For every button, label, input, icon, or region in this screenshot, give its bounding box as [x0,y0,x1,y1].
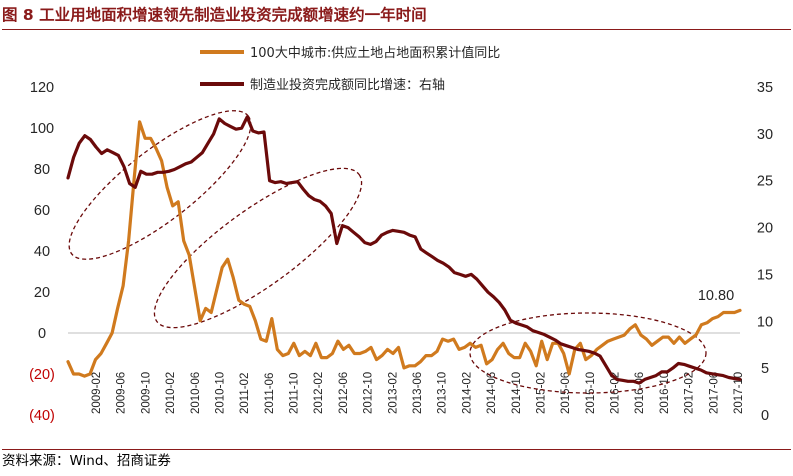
x-tick-label: 2010-06 [190,372,202,414]
right-axis: 35 30 25 20 15 10 5 0 [757,80,773,424]
x-tick-label: 2014-10 [511,372,523,414]
x-tick-label: 2011-06 [264,373,276,414]
x-tick-label: 2017-02 [684,372,696,414]
left-tick-label: 60 [34,203,50,219]
x-tick-label: 2016-10 [659,372,671,414]
x-tick-label: 2009-02 [91,372,103,414]
series-lines [66,115,742,385]
page-title: 图 8 工业用地面积增速领先制造业投资完成额增速约一年时间 [2,3,791,30]
x-tick-label: 2013-06 [412,372,424,414]
x-tick-label: 2009-10 [140,372,152,414]
series-line-land-area [66,120,742,378]
right-tick-label: 5 [761,361,769,377]
right-tick-label: 35 [757,80,773,96]
x-tick-label: 2015-02 [535,372,547,414]
x-tick-label: 2009-06 [116,372,128,414]
annotation-ellipse [153,167,363,329]
x-tick-label: 2011-02 [239,373,251,414]
x-tick-label: 2012-02 [313,372,325,414]
series-line-manufacturing-investment [66,115,742,385]
x-tick-label: 2010-02 [165,372,177,414]
source-note: 资料来源：Wind、招商证券 [2,449,791,474]
left-tick-label: 120 [30,80,54,96]
left-tick-label: 0 [38,326,46,342]
x-tick-label: 2012-06 [338,372,350,414]
x-tick-label: 2012-10 [363,372,375,414]
right-tick-label: 30 [757,127,773,143]
left-tick-label: (20) [29,367,55,383]
x-tick-label: 2014-06 [486,372,498,414]
left-tick-label: 80 [34,162,50,178]
left-tick-label: (40) [29,408,55,424]
x-tick-label: 2014-02 [461,372,473,414]
x-tick-label: 2015-06 [560,372,572,414]
x-tick-label: 2017-06 [708,372,720,414]
right-tick-label: 25 [757,174,773,190]
x-tick-label: 2010-10 [214,372,226,414]
annotations: 10.80 [698,288,734,304]
right-tick-label: 20 [757,221,773,237]
left-tick-label: 40 [34,244,50,260]
x-tick-label: 2016-02 [610,372,622,414]
annotation-ellipse [68,110,252,260]
right-tick-label: 10 [757,314,773,330]
right-tick-label: 0 [761,408,769,424]
x-tick-label: 2011-10 [289,373,301,414]
legend-label: 100大中城市:供应土地占地面积累计值同比 [250,45,500,61]
data-label: 10.80 [698,288,734,304]
left-tick-label: 20 [34,285,50,301]
x-tick-label: 2017-10 [733,372,745,414]
annotation-ellipse [469,312,707,394]
x-axis: 2009-02 2009-06 2009-10 2010-02 2010-06 2010-… [91,372,745,414]
left-axis: 120 100 80 60 40 20 0 (20) (40) [29,80,55,424]
legend-label: 制造业投资完成额同比增速：右轴 [250,77,445,93]
left-tick-label: 100 [30,121,54,137]
x-tick-label: 2013-10 [437,372,449,414]
x-tick-label: 2013-02 [387,372,399,414]
right-tick-label: 15 [757,267,773,283]
